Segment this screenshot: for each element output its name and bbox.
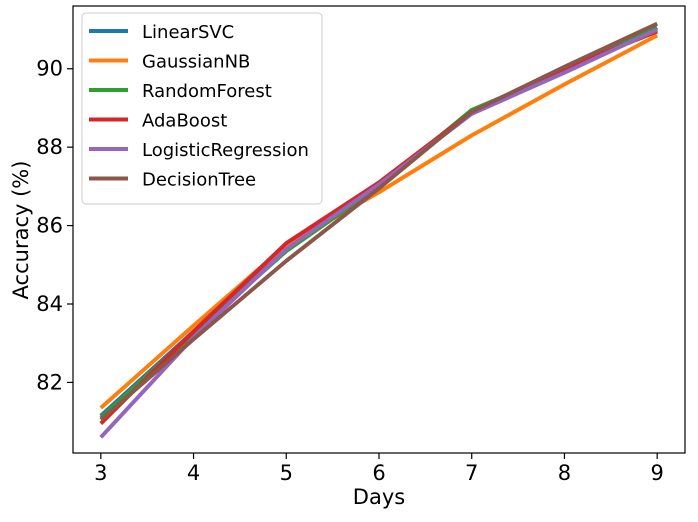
x-tick-label-5: 8 [558,461,571,485]
y-tick-label-2: 86 [36,214,63,238]
legend: LinearSVC GaussianNB RandomForest AdaBoost L… [81,12,323,205]
series-line-1 [99,33,659,410]
legend-label-1: GaussianNB [142,52,250,73]
x-tick-label-6: 9 [650,461,663,485]
y-tick-label-3: 88 [36,135,63,159]
legend-label-2: RandomForest [142,81,272,102]
x-tick-label-3: 6 [372,461,385,485]
series-layer [99,21,659,439]
legend-label-0: LinearSVC [142,22,234,43]
legend-label-3: AdaBoost [142,111,227,132]
x-tick-label-0: 3 [94,461,107,485]
y-tick-label-1: 84 [36,292,63,316]
y-tick-label-0: 82 [36,370,63,394]
x-tick-label-1: 4 [187,461,200,485]
series-line-5 [99,21,659,422]
legend-box [81,12,323,205]
y-axis-label: Accuracy (%) [9,161,33,300]
y-tick-label-4: 90 [36,57,63,81]
x-axis-label: Days [353,485,405,509]
y-ticks: 82 84 86 88 90 [36,57,73,394]
x-tick-label-2: 5 [280,461,293,485]
x-ticks: 3 4 5 6 7 8 9 [94,453,664,485]
legend-label-5: DecisionTree [142,170,256,191]
legend-label-4: LogisticRegression [142,140,309,161]
x-tick-label-4: 7 [465,461,478,485]
